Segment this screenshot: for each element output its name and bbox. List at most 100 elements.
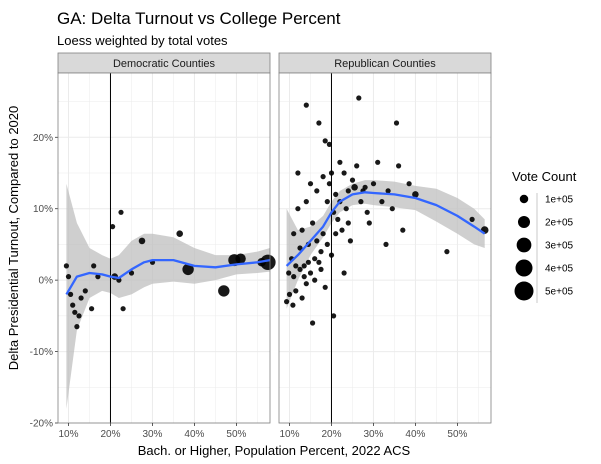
data-point: [295, 206, 301, 212]
data-point: [293, 263, 299, 269]
data-point: [68, 291, 74, 297]
data-point: [389, 206, 395, 212]
legend-label: 5e+05: [545, 287, 574, 298]
data-point: [303, 281, 309, 287]
y-axis: -20% -10% 0% 10% 20%: [30, 133, 58, 430]
data-point: [333, 231, 339, 237]
data-point: [91, 263, 97, 269]
data-point: [412, 191, 419, 198]
data-point: [324, 199, 330, 205]
data-point: [235, 253, 246, 264]
data-point: [303, 199, 309, 205]
data-point: [324, 241, 330, 247]
data-point: [291, 231, 297, 237]
y-tick-label: 20%: [33, 133, 53, 144]
data-point: [339, 227, 345, 233]
data-point: [301, 274, 307, 280]
data-point: [218, 285, 230, 297]
x-axis-title: Bach. or Higher, Population Percent, 202…: [138, 443, 411, 458]
legend-key: [514, 281, 534, 301]
chart-title: GA: Delta Turnout vs College Percent: [57, 9, 341, 28]
data-point: [316, 120, 322, 126]
legend: Vote Count 1e+05 2e+05 3e+05 4e+05 5e+05: [512, 169, 577, 303]
data-point: [351, 184, 358, 191]
data-point: [89, 306, 95, 312]
data-point: [444, 249, 450, 255]
data-point: [375, 159, 381, 165]
data-point: [312, 256, 318, 262]
x-tick-label: 10%: [279, 429, 299, 440]
data-point: [284, 299, 290, 305]
data-point: [366, 220, 372, 226]
y-axis-title: Delta Presidential Turnout, Compared to …: [6, 106, 21, 371]
data-point: [320, 174, 326, 180]
data-point: [335, 216, 341, 222]
data-point: [74, 324, 80, 330]
data-point: [305, 259, 311, 265]
data-point: [322, 284, 328, 290]
panel-border: [278, 72, 492, 424]
data-point: [331, 313, 337, 319]
legend-title: Vote Count: [512, 169, 577, 184]
data-point: [301, 263, 307, 269]
y-tick-label: -20%: [30, 419, 53, 430]
data-point: [286, 270, 292, 276]
data-point: [118, 209, 124, 215]
data-point: [299, 227, 305, 233]
data-point: [290, 302, 296, 308]
data-point: [70, 302, 76, 308]
data-point: [322, 138, 328, 144]
data-point: [260, 254, 276, 271]
data-point: [318, 249, 324, 255]
legend-key: [519, 194, 529, 204]
data-point: [396, 163, 402, 169]
x-tick-label: 30%: [142, 429, 162, 440]
legend-key: [515, 259, 533, 277]
legend-label: 2e+05: [545, 218, 574, 229]
legend-label: 1e+05: [545, 195, 574, 206]
data-point: [295, 170, 301, 176]
x-tick-label: 10%: [58, 429, 78, 440]
panel-republican-counties: Republican Counties 10% 20% 30% 40% 50%: [278, 52, 492, 440]
facet-strip-label: Republican Counties: [334, 58, 436, 70]
data-point: [356, 95, 362, 101]
data-point: [333, 191, 339, 197]
data-point: [312, 277, 318, 283]
legend-label: 4e+05: [545, 264, 574, 275]
facet-strip-label: Democratic Counties: [113, 58, 216, 70]
y-tick-label: 0%: [39, 276, 54, 287]
data-point: [76, 313, 82, 319]
data-point: [400, 227, 406, 233]
data-point: [326, 141, 332, 147]
loess-smooth-line: [285, 191, 486, 267]
loess-smooth-line: [65, 258, 271, 295]
data-point: [328, 170, 335, 176]
data-point: [341, 270, 347, 276]
data-point: [318, 266, 324, 272]
data-point: [110, 224, 116, 230]
data-point: [328, 252, 335, 258]
data-point: [78, 295, 84, 301]
data-point: [297, 245, 303, 251]
data-point: [95, 274, 101, 280]
data-point: [138, 237, 146, 245]
data-point: [128, 270, 135, 276]
data-point: [385, 188, 391, 194]
chart-subtitle: Loess weighted by total votes: [57, 33, 228, 48]
legend-key: [517, 215, 531, 229]
data-point: [303, 102, 309, 108]
data-point: [349, 177, 356, 183]
data-point: [65, 274, 72, 280]
x-tick-label: 40%: [405, 429, 425, 440]
legend-label: 3e+05: [545, 241, 574, 252]
data-point: [354, 163, 360, 169]
data-point: [379, 199, 385, 205]
data-point: [393, 120, 400, 126]
data-point: [370, 181, 377, 187]
data-point: [310, 220, 316, 226]
data-point: [383, 241, 389, 247]
data-point: [291, 274, 297, 280]
data-point: [293, 288, 299, 294]
data-point: [297, 266, 303, 272]
data-point: [326, 181, 332, 187]
